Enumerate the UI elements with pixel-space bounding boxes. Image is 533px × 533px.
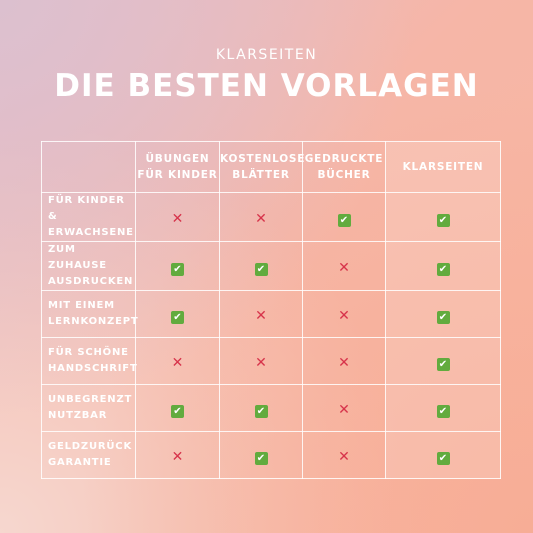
table-row: ZUM ZUHAUSE AUSDRUCKEN ✔ ✔ ✕ ✔ bbox=[41, 241, 501, 291]
value-cell: ✔ bbox=[385, 431, 501, 479]
value-cell: ✕ bbox=[219, 337, 303, 385]
cross-mark-icon: ✕ bbox=[171, 448, 184, 465]
cross-mark-icon: ✕ bbox=[338, 259, 350, 276]
row-label: UNBEGRENZT NUTZBAR bbox=[41, 384, 136, 432]
cross-mark-icon: ✕ bbox=[255, 210, 267, 227]
value-cell: ✕ bbox=[302, 241, 386, 291]
check-mark-icon: ✔ bbox=[254, 404, 268, 418]
column-header: GEDRUCKTE BÜCHER bbox=[302, 141, 386, 193]
check-mark-icon: ✔ bbox=[436, 262, 450, 276]
column-header-line: FÜR KINDER bbox=[137, 169, 218, 181]
check-mark-icon: ✔ bbox=[337, 213, 351, 227]
column-header-highlight: KLARSEITEN bbox=[385, 141, 501, 193]
value-cell: ✔ bbox=[385, 337, 501, 385]
column-header-line: KOSTENLOSE bbox=[220, 153, 306, 165]
check-mark-icon: ✔ bbox=[436, 310, 450, 324]
table-body: FÜR KINDER & ERWACHSENE ✕ ✕ ✔ ✔ ZUM ZUHAUSE AUS… bbox=[41, 192, 501, 479]
check-mark-icon: ✔ bbox=[254, 262, 268, 276]
row-label-line: FÜR SCHÖNE bbox=[48, 347, 129, 358]
row-label-line: ZUM ZUHAUSE bbox=[48, 244, 107, 271]
value-cell: ✔ bbox=[385, 192, 501, 242]
row-label-line: HANDSCHRIFT bbox=[48, 363, 138, 374]
value-cell: ✔ bbox=[135, 290, 220, 338]
row-label-line: ERWACHSENE bbox=[48, 227, 134, 238]
check-mark-icon: ✔ bbox=[171, 404, 184, 418]
row-label: ZUM ZUHAUSE AUSDRUCKEN bbox=[41, 241, 136, 291]
check-mark-icon: ✔ bbox=[171, 262, 184, 276]
header-row: ÜBUNGEN FÜR KINDER KOSTENLOSE BLÄTTER GE… bbox=[41, 141, 501, 193]
check-mark-icon: ✔ bbox=[171, 310, 184, 324]
row-label-line: MIT EINEM bbox=[48, 300, 115, 311]
check-mark-icon: ✔ bbox=[254, 451, 268, 465]
value-cell: ✕ bbox=[219, 290, 303, 338]
check-mark-icon: ✔ bbox=[436, 404, 450, 418]
value-cell: ✕ bbox=[135, 192, 220, 242]
cross-mark-icon: ✕ bbox=[255, 354, 267, 371]
column-header-line: BÜCHER bbox=[317, 169, 371, 181]
column-header-line: ÜBUNGEN bbox=[145, 153, 210, 165]
value-cell: ✕ bbox=[302, 290, 386, 338]
value-cell: ✕ bbox=[302, 384, 386, 432]
value-cell: ✔ bbox=[385, 241, 501, 291]
column-header-line: GEDRUCKTE bbox=[304, 153, 384, 165]
check-mark-icon: ✔ bbox=[436, 451, 450, 465]
comparison-table: ÜBUNGEN FÜR KINDER KOSTENLOSE BLÄTTER GE… bbox=[41, 141, 501, 479]
row-label: FÜR SCHÖNE HANDSCHRIFT bbox=[41, 337, 138, 385]
column-header-line: BLÄTTER bbox=[232, 169, 290, 181]
cross-mark-icon: ✕ bbox=[255, 307, 267, 324]
row-label-line: UNBEGRENZT bbox=[48, 394, 133, 405]
value-cell: ✔ bbox=[385, 290, 501, 338]
row-label-line: FÜR KINDER & bbox=[48, 195, 125, 222]
brand-name: KLARSEITEN bbox=[215, 47, 318, 63]
column-header: ÜBUNGEN FÜR KINDER bbox=[135, 141, 220, 193]
value-cell: ✔ bbox=[135, 241, 220, 291]
value-cell: ✔ bbox=[385, 384, 501, 432]
value-cell: ✔ bbox=[219, 384, 303, 432]
row-label-line: GELDZURÜCK bbox=[48, 441, 132, 452]
cross-mark-icon: ✕ bbox=[171, 354, 184, 371]
value-cell: ✔ bbox=[302, 192, 386, 242]
row-label: MIT EINEM LERNKONZEPT bbox=[41, 290, 139, 338]
check-mark-icon: ✔ bbox=[436, 213, 450, 227]
corner-cell bbox=[41, 141, 136, 193]
check-mark-icon: ✔ bbox=[436, 357, 450, 371]
cross-mark-icon: ✕ bbox=[338, 354, 350, 371]
row-label-line: GARANTIE bbox=[48, 457, 112, 468]
row-label: FÜR KINDER & ERWACHSENE bbox=[41, 192, 136, 242]
table-row: MIT EINEM LERNKONZEPT ✔ ✕ ✕ ✔ bbox=[41, 290, 501, 338]
value-cell: ✕ bbox=[302, 337, 386, 385]
value-cell: ✕ bbox=[302, 431, 386, 479]
table-row: UNBEGRENZT NUTZBAR ✔ ✔ ✕ ✔ bbox=[41, 384, 501, 432]
cross-mark-icon: ✕ bbox=[338, 307, 350, 324]
value-cell: ✔ bbox=[219, 431, 303, 479]
column-header: KOSTENLOSE BLÄTTER bbox=[219, 141, 306, 193]
value-cell: ✕ bbox=[135, 337, 220, 385]
headline: DIE BESTEN VORLAGEN bbox=[54, 68, 479, 104]
cross-mark-icon: ✕ bbox=[338, 401, 350, 418]
cross-mark-icon: ✕ bbox=[171, 210, 184, 227]
table-row: FÜR KINDER & ERWACHSENE ✕ ✕ ✔ ✔ bbox=[41, 192, 501, 242]
value-cell: ✔ bbox=[135, 384, 220, 432]
row-label-line: AUSDRUCKEN bbox=[48, 276, 134, 287]
value-cell: ✔ bbox=[219, 241, 303, 291]
table-row: FÜR SCHÖNE HANDSCHRIFT ✕ ✕ ✕ ✔ bbox=[41, 337, 501, 385]
table-row: GELDZURÜCK GARANTIE ✕ ✔ ✕ ✔ bbox=[41, 431, 501, 479]
row-label-line: LERNKONZEPT bbox=[48, 316, 139, 327]
column-header-line: KLARSEITEN bbox=[402, 161, 484, 173]
row-label: GELDZURÜCK GARANTIE bbox=[41, 431, 136, 479]
row-label-line: NUTZBAR bbox=[48, 410, 108, 421]
cross-mark-icon: ✕ bbox=[338, 448, 350, 465]
value-cell: ✕ bbox=[219, 192, 303, 242]
value-cell: ✕ bbox=[135, 431, 220, 479]
